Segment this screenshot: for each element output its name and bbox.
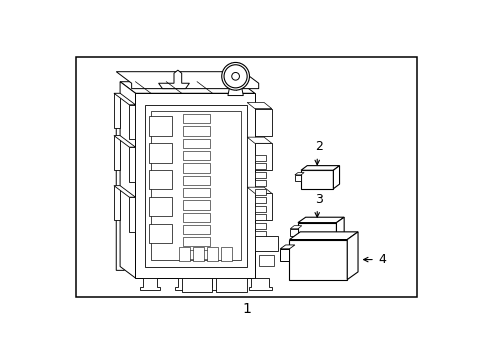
Bar [254, 197, 265, 203]
Bar [151, 111, 241, 260]
Bar [183, 114, 210, 123]
Polygon shape [246, 137, 271, 143]
Bar [254, 163, 265, 170]
Bar [148, 143, 171, 163]
Bar [183, 151, 210, 160]
Polygon shape [129, 105, 135, 139]
Polygon shape [333, 166, 339, 189]
Bar [254, 206, 265, 212]
Bar [183, 249, 210, 259]
Bar [148, 197, 171, 216]
Bar [254, 189, 265, 195]
Bar [254, 222, 265, 229]
Bar [183, 126, 210, 136]
Bar [179, 247, 190, 261]
Polygon shape [290, 226, 301, 229]
Polygon shape [297, 222, 336, 243]
Polygon shape [289, 239, 346, 280]
Bar [182, 278, 212, 292]
Polygon shape [158, 70, 189, 89]
Polygon shape [336, 217, 344, 243]
Polygon shape [114, 136, 120, 170]
Bar [148, 116, 171, 136]
Bar [258, 255, 274, 266]
Bar [183, 213, 210, 222]
Bar [183, 163, 210, 172]
Polygon shape [289, 232, 357, 239]
Bar [254, 143, 271, 170]
Polygon shape [129, 147, 135, 182]
Bar [221, 247, 231, 261]
Polygon shape [114, 186, 120, 220]
Polygon shape [246, 103, 271, 109]
Polygon shape [301, 170, 333, 189]
Bar [183, 188, 210, 197]
Bar [254, 109, 271, 136]
Polygon shape [114, 136, 135, 147]
Polygon shape [301, 166, 339, 170]
Text: 1: 1 [242, 302, 251, 316]
Polygon shape [120, 82, 135, 278]
Circle shape [224, 65, 246, 88]
Text: 4: 4 [377, 253, 385, 266]
Polygon shape [209, 278, 229, 291]
Polygon shape [114, 186, 135, 197]
Bar [216, 278, 246, 292]
Circle shape [221, 62, 249, 90]
Polygon shape [294, 172, 304, 175]
Bar [254, 155, 265, 161]
Bar [254, 214, 265, 220]
Polygon shape [294, 175, 301, 181]
Polygon shape [116, 72, 258, 89]
Bar [148, 170, 171, 189]
Polygon shape [290, 229, 297, 237]
Polygon shape [120, 82, 254, 93]
Bar [135, 93, 254, 278]
Polygon shape [116, 93, 151, 270]
Polygon shape [227, 88, 243, 95]
Bar [183, 237, 210, 247]
Bar [76, 57, 416, 297]
Polygon shape [346, 232, 357, 280]
Bar [254, 180, 265, 186]
Polygon shape [280, 245, 294, 249]
Bar [144, 105, 246, 266]
Text: 2: 2 [314, 140, 322, 153]
Polygon shape [140, 278, 160, 291]
Bar [183, 139, 210, 148]
Bar [254, 231, 265, 237]
Bar [254, 236, 277, 251]
Bar [183, 225, 210, 234]
Text: 3: 3 [314, 193, 322, 206]
Polygon shape [248, 278, 271, 291]
Polygon shape [174, 278, 194, 291]
Bar [148, 224, 171, 243]
Circle shape [231, 72, 239, 80]
Polygon shape [114, 93, 120, 128]
Bar [183, 176, 210, 185]
Bar [207, 247, 218, 261]
Polygon shape [129, 197, 135, 232]
Polygon shape [114, 93, 135, 105]
Polygon shape [280, 249, 289, 261]
Bar [183, 200, 210, 210]
Bar [254, 193, 271, 220]
Polygon shape [297, 217, 344, 222]
Bar [193, 247, 203, 261]
Bar [254, 172, 265, 178]
Polygon shape [246, 187, 271, 193]
